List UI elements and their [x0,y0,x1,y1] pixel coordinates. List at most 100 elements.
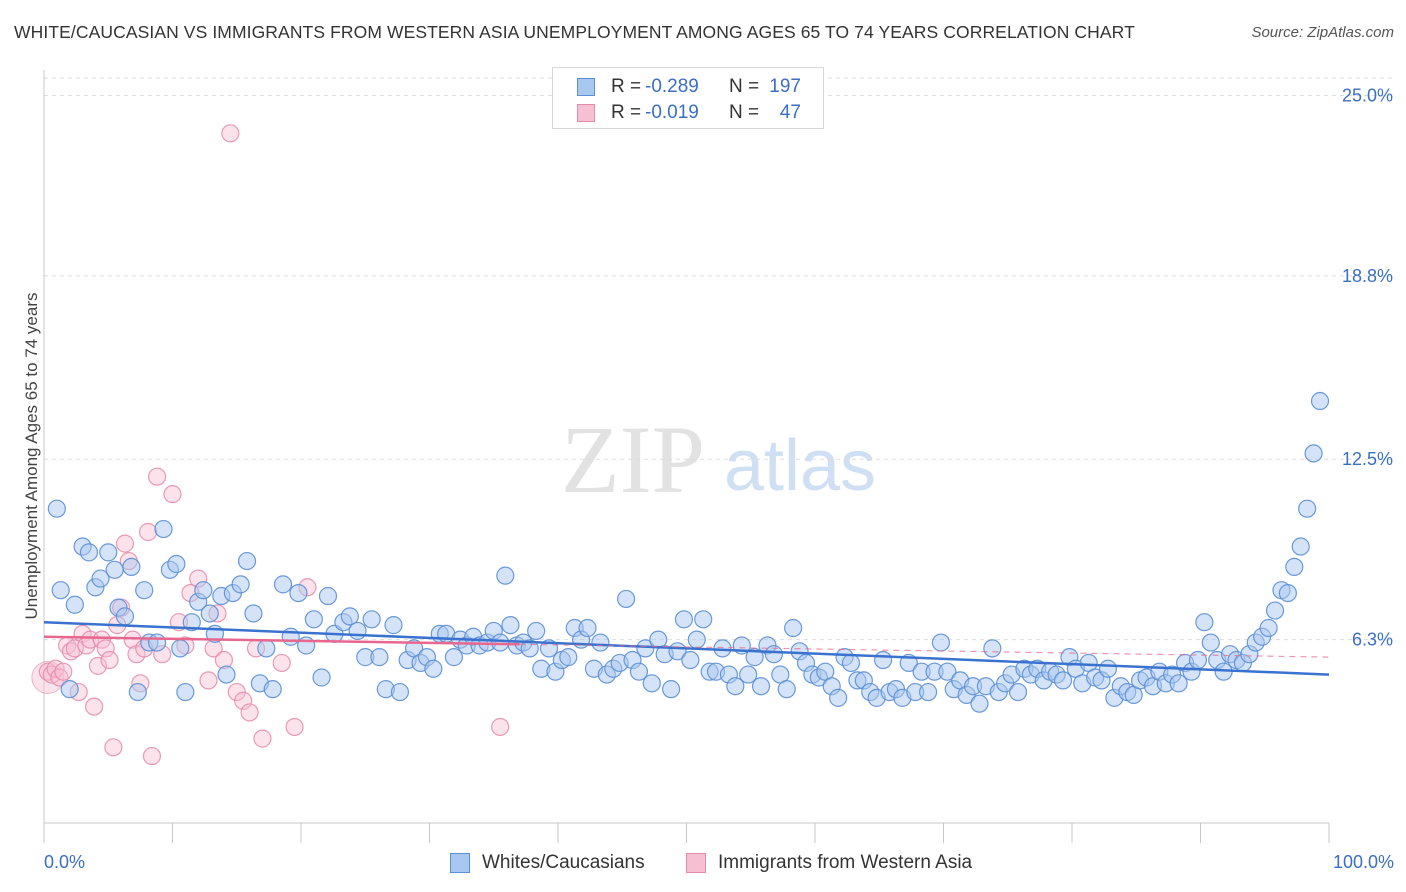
data-point [687,630,706,649]
data-point [931,633,951,652]
data-point [318,586,338,606]
data-point [199,671,218,690]
legend-row-immigrants: R = -0.019 N = 47 [577,101,801,125]
data-point [1195,613,1214,632]
data-point [444,648,464,667]
data-point [104,738,123,757]
data-point [312,668,331,687]
data-point [874,650,893,670]
data-point [501,616,520,635]
data-point [661,680,681,699]
data-point [47,499,66,518]
data-point [237,551,257,571]
y-tick-label: 6.3% [1352,630,1393,650]
data-point [617,589,636,609]
data-point [1265,601,1285,620]
stats-legend: R = -0.289 N = 197 R = -0.019 N = 47 [552,67,824,129]
data-point [99,543,118,562]
data-point [272,653,291,673]
data-point [182,613,201,632]
watermark-zip: ZIP [561,406,705,513]
watermark: ZIP atlas [561,406,876,513]
data-point [1169,674,1188,693]
data-point [578,618,597,638]
data-point [1053,671,1073,690]
data-point [60,680,79,699]
data-point [263,680,282,699]
data-point [91,569,110,588]
data-point [54,662,73,681]
data-point [636,639,655,658]
data-point [491,717,510,737]
legend-item-whites: Whites/Caucasians [450,852,645,874]
data-point [234,691,253,710]
data-point [674,610,694,629]
data-point [918,682,938,702]
data-point [257,639,276,658]
data-point [115,534,135,553]
data-point [1098,659,1118,678]
data-point [163,485,182,504]
source-label: Source: ZipAtlas.com [1251,24,1394,41]
legend-n-value: 47 [779,102,801,123]
y-tick-labels: 6.3% 12.5% 18.8% 25.0% [1342,85,1393,649]
trend-line-immigrants [43,635,520,646]
y-tick-label: 18.8% [1342,266,1393,286]
y-tick-label: 12.5% [1342,449,1393,469]
legend-item-immigrants: Immigrants from Western Asia [686,852,972,874]
legend-n-label: N = [729,76,760,97]
data-point [348,621,367,641]
data-point [221,124,240,143]
data-point [79,543,99,562]
data-point [88,656,108,675]
data-point [1310,391,1330,411]
watermark-atlas: atlas [724,426,876,506]
legend-swatch-blue [450,853,470,873]
data-point [167,554,186,574]
trend-line-immigrants-extension [519,643,1330,658]
data-point [176,682,195,702]
data-point [65,595,84,614]
x-tick-label-max: 100.0% [1332,852,1394,872]
data-point [297,636,316,655]
data-point [938,662,957,681]
data-point [65,639,84,658]
data-point [122,557,141,577]
data-point [51,581,70,600]
data-point [105,560,124,579]
data-point [96,639,115,658]
data-point [491,633,510,652]
data-point [694,610,713,629]
data-point [777,680,796,699]
data-point [289,583,308,603]
data-point [1304,444,1323,463]
data-point [970,694,989,713]
data-point [171,639,190,658]
data-point [745,648,764,667]
data-point [1278,583,1297,603]
data-point [370,648,389,667]
legend-r-value: -0.019 [645,102,699,123]
data-point [253,729,272,748]
data-point [390,682,410,702]
data-point [128,682,147,702]
data-point [1259,618,1278,638]
data-point [194,581,213,600]
data-point [829,688,848,707]
data-point [496,566,515,585]
data-point [285,717,304,737]
data-point [142,746,162,766]
data-point [527,621,546,641]
legend-label-immigrants: Immigrants from Western Asia [718,852,973,873]
data-point [100,650,119,670]
data-point [304,610,323,629]
legend-r-label: R = [611,102,642,123]
data-point [784,618,803,638]
data-point [384,616,403,635]
data-point [244,604,263,623]
data-point [362,610,381,629]
data-point [751,677,771,696]
data-point [273,575,293,594]
chart-title: WHITE/CAUCASIAN VS IMMIGRANTS FROM WESTE… [14,22,1135,42]
